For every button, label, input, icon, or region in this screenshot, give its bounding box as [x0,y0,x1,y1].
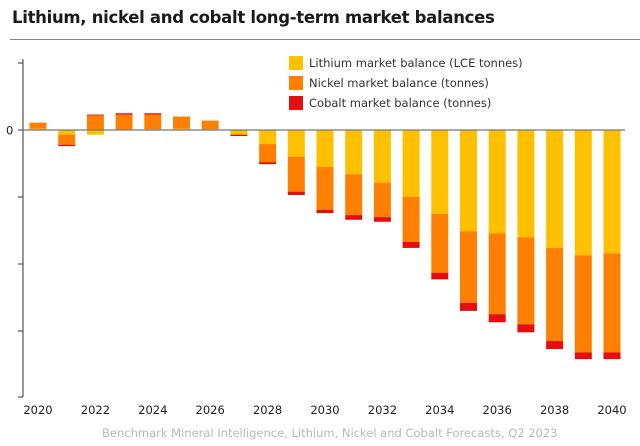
bar-cobalt-2033 [402,241,420,248]
bar-lithium-2031 [345,130,363,175]
bar-cobalt-2030 [316,209,334,214]
bar-cobalt-2027 [230,134,248,137]
bar-nickel-2035 [460,231,477,303]
bar-lithium-2034 [431,130,449,214]
x-tick-label: 2034 [425,403,454,417]
legend-swatch [289,96,303,110]
bar-nickel-2020 [29,122,47,129]
bar-nickel-2039 [574,255,592,353]
bar-nickel-2024 [144,114,162,130]
x-tick-label: 2026 [196,403,225,417]
x-tick-label: 2024 [138,403,167,417]
bar-lithium-2025 [173,128,190,130]
bar-cobalt-2037 [517,324,535,333]
bar-nickel-2022 [86,115,104,130]
bar-lithium-2032 [373,130,391,183]
bar-nickel-2023 [115,114,133,130]
legend-label: Nickel market balance (tonnes) [309,76,489,90]
bar-cobalt-2040 [603,352,621,360]
x-tick-label: 2022 [81,403,110,417]
bar-nickel-2028 [259,144,277,163]
bar-cobalt-2038 [546,341,564,350]
bar-lithium-2040 [603,130,621,254]
bar-cobalt-2028 [259,162,277,165]
x-tick-label: 2020 [23,403,52,417]
bar-cobalt-2029 [287,191,305,195]
bar-nickel-2034 [431,213,449,273]
bar-lithium-2033 [402,130,420,197]
bar-nickel-2031 [345,174,363,216]
bar-lithium-2036 [488,130,506,234]
x-tick-label: 2036 [483,403,512,417]
bar-nickel-2029 [287,156,305,192]
bar-cobalt-2035 [460,302,477,311]
bar-nickel-2033 [402,197,420,242]
bar-cobalt-2036 [488,314,506,323]
chart-title: Lithium, nickel and cobalt long-term mar… [12,8,495,27]
x-tick-label: 2040 [597,403,626,417]
bar-lithium-2037 [517,130,535,238]
legend-swatch [289,56,303,70]
bar-lithium-2020 [29,128,47,130]
bar-nickel-2036 [488,233,506,315]
bar-cobalt-2034 [431,272,449,280]
x-tick-label: 2028 [253,403,282,417]
x-tick-label: 2030 [310,403,339,417]
bar-nickel-2030 [316,166,334,210]
bar-cobalt-2022 [86,114,104,116]
bar-cobalt-2039 [574,352,592,360]
bar-lithium-2021 [58,130,76,135]
bar-nickel-2021 [58,134,76,145]
source-note: Benchmark Mineral Intelligence, Lithium,… [102,426,558,440]
bar-lithium-2039 [574,130,592,256]
bar-lithium-2038 [546,130,564,248]
bar-nickel-2040 [603,253,621,353]
bar-nickel-2037 [517,237,535,325]
title-divider [10,39,640,40]
legend-label: Cobalt market balance (tonnes) [309,96,491,110]
bar-cobalt-2032 [373,217,391,222]
x-tick-label: 2032 [368,403,397,417]
legend-label: Lithium market balance (LCE tonnes) [309,56,523,70]
bar-lithium-2028 [259,130,277,145]
x-tick-label: 2038 [540,403,569,417]
bar-lithium-2030 [316,130,334,167]
bar-cobalt-2023 [115,113,133,115]
bar-cobalt-2024 [144,113,162,115]
bar-cobalt-2031 [345,215,363,220]
bar-nickel-2038 [546,247,564,342]
bar-nickel-2026 [201,120,219,130]
y-tick-label: 0 [6,124,13,138]
bar-lithium-2029 [287,130,305,157]
bar-lithium-2027 [230,130,248,135]
bar-nickel-2032 [373,182,391,218]
bar-nickel-2025 [173,116,190,129]
legend-swatch [289,76,303,90]
bar-lithium-2035 [460,130,477,232]
bar-lithium-2022 [86,130,104,135]
bar-cobalt-2021 [58,144,76,147]
